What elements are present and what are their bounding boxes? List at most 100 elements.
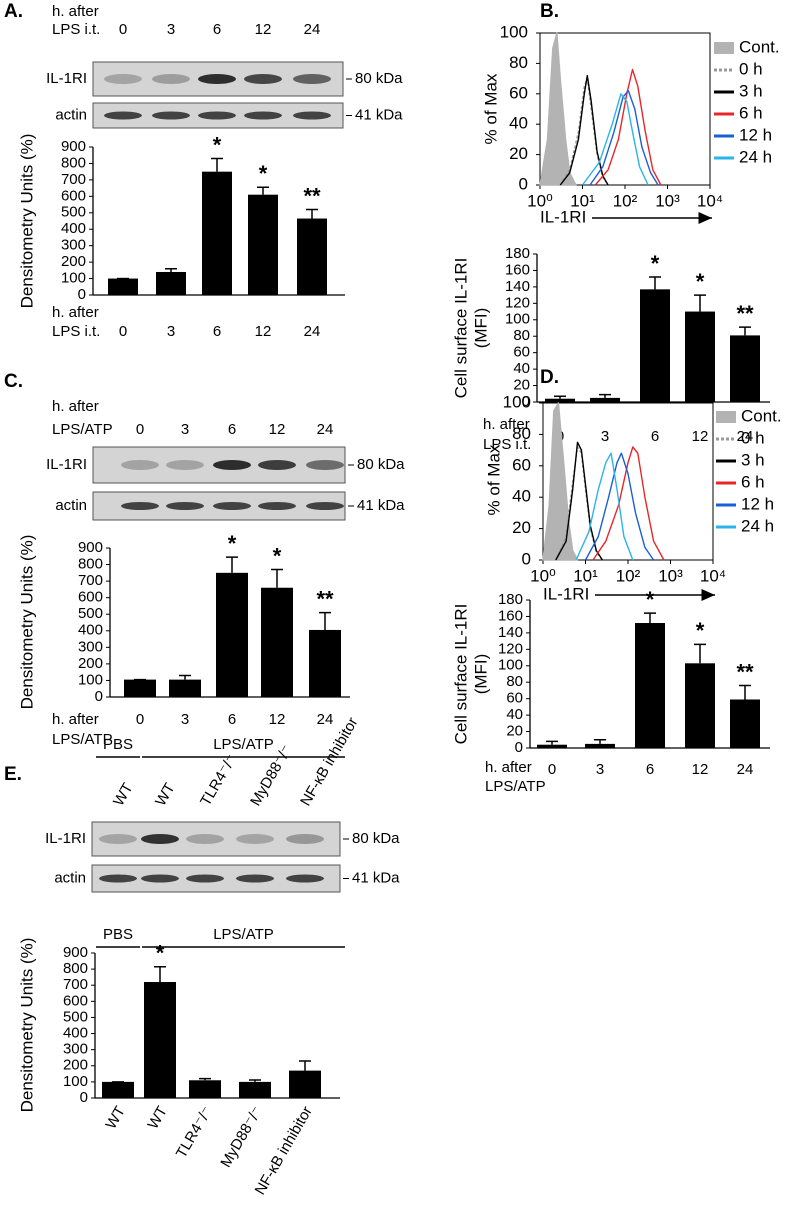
- lane-label: NF-κB inhibitor: [297, 715, 361, 809]
- x-tick-label: 0: [119, 323, 127, 340]
- y-tick-label: 400: [78, 622, 103, 639]
- y-tick-label: 600: [78, 589, 103, 606]
- blot-row-label: IL-1RI: [46, 456, 87, 473]
- bar: [156, 271, 186, 295]
- legend-label: 0 h: [739, 59, 763, 78]
- y-tick-label: 500: [61, 204, 86, 221]
- x-tick-label: 10⁰: [530, 566, 556, 585]
- actin-band: [213, 502, 251, 510]
- y-tick-label: 100: [498, 657, 523, 674]
- bar: [309, 629, 341, 697]
- y-tick-label: 60: [509, 83, 528, 102]
- legend-label: 0 h: [741, 428, 765, 447]
- panel-label: D.: [540, 367, 559, 388]
- x-tick-label: 10³: [658, 566, 683, 585]
- group-label: LPS/ATP: [213, 926, 274, 943]
- bar: [102, 1081, 134, 1098]
- legend-label: Cont.: [741, 406, 782, 425]
- blot-band: [286, 834, 324, 844]
- histogram-area: [542, 402, 579, 561]
- legend-label: 6 h: [741, 472, 765, 491]
- lane-label: 3: [167, 21, 175, 38]
- legend-swatch: [714, 42, 734, 54]
- y-tick-label: 80: [512, 424, 531, 443]
- x-tick-label: 12: [255, 323, 272, 340]
- error-bar: [649, 276, 661, 290]
- legend-label: 24 h: [739, 147, 772, 166]
- y-tick-label: 300: [78, 638, 103, 655]
- blot-header: h. after: [52, 398, 99, 415]
- blot-band: [186, 834, 224, 844]
- blot-band: [258, 460, 296, 470]
- blot-band: [198, 74, 236, 84]
- actin-band: [99, 874, 137, 883]
- y-tick-label: 140: [498, 624, 523, 641]
- y-tick-label: 20: [513, 377, 530, 394]
- bar: [189, 1080, 221, 1098]
- blot-row-label: actin: [55, 106, 87, 123]
- blot-band: [141, 834, 179, 844]
- y-tick-label: 60: [513, 344, 530, 361]
- x-tick-label: MyD88⁻/⁻: [217, 1103, 265, 1170]
- error-bar: [306, 208, 318, 219]
- x-tick-label: 12: [269, 711, 286, 728]
- y-axis-label: % of Max: [484, 444, 503, 515]
- actin-band: [293, 111, 331, 120]
- actin-band: [244, 111, 282, 120]
- error-bar: [226, 556, 238, 573]
- error-bar: [739, 684, 751, 700]
- y-tick-label: 900: [63, 944, 88, 961]
- lane-label: WT: [152, 780, 178, 809]
- y-tick-label: 140: [505, 278, 530, 295]
- actin-band: [286, 874, 324, 883]
- legend-label: 24 h: [741, 516, 774, 535]
- x-tick-label: 3: [601, 428, 609, 445]
- bar: [635, 623, 665, 748]
- y-axis-label: Cell surface IL-1RI: [451, 258, 470, 399]
- x-tick-label: 3: [167, 323, 175, 340]
- blot-band: [244, 74, 282, 84]
- significance: **: [316, 586, 334, 611]
- bar: [216, 572, 248, 697]
- error-bar: [249, 1079, 261, 1082]
- error-bar: [694, 643, 706, 664]
- histogram-line: [575, 452, 634, 561]
- y-tick-label: 500: [78, 605, 103, 622]
- blot-size: 80 kDa: [357, 456, 405, 473]
- y-tick-label: 20: [512, 518, 531, 537]
- significance: *: [651, 251, 660, 276]
- legend-label: 12 h: [741, 494, 774, 513]
- x-tick-label: 24: [737, 428, 754, 445]
- x-tick-label: TLR4⁻/⁻: [173, 1103, 216, 1161]
- bar: [730, 699, 760, 748]
- y-tick-label: 120: [498, 640, 523, 657]
- error-bar: [165, 267, 177, 272]
- blot-band: [121, 460, 159, 470]
- histogram-line: [594, 68, 662, 186]
- significance: **: [303, 183, 321, 208]
- blot-band: [306, 460, 344, 470]
- blot-band: [104, 74, 142, 84]
- y-tick-label: 300: [61, 237, 86, 254]
- lane-label: 6: [213, 21, 221, 38]
- significance: *: [156, 941, 165, 966]
- y-tick-label: 700: [61, 171, 86, 188]
- y-tick-label: 200: [63, 1057, 88, 1074]
- error-bar: [179, 674, 191, 680]
- blot-row-label: actin: [54, 869, 86, 886]
- y-tick-label: 700: [63, 976, 88, 993]
- x-axis-label: h. after: [485, 759, 532, 776]
- blot-band: [236, 834, 274, 844]
- x-tick-label: 0: [136, 711, 144, 728]
- lane-label: 0: [136, 421, 144, 438]
- blot-band: [293, 74, 331, 84]
- x-tick-label: 6: [646, 761, 654, 778]
- bar: [585, 743, 615, 748]
- bar: [590, 397, 620, 402]
- x-tick-label: 24: [317, 711, 334, 728]
- x-tick-label: 3: [181, 711, 189, 728]
- y-axis-label: Densitometry Units (%): [17, 938, 36, 1113]
- x-axis-label: LPS/ATP: [52, 731, 113, 748]
- y-tick-label: 40: [506, 706, 523, 723]
